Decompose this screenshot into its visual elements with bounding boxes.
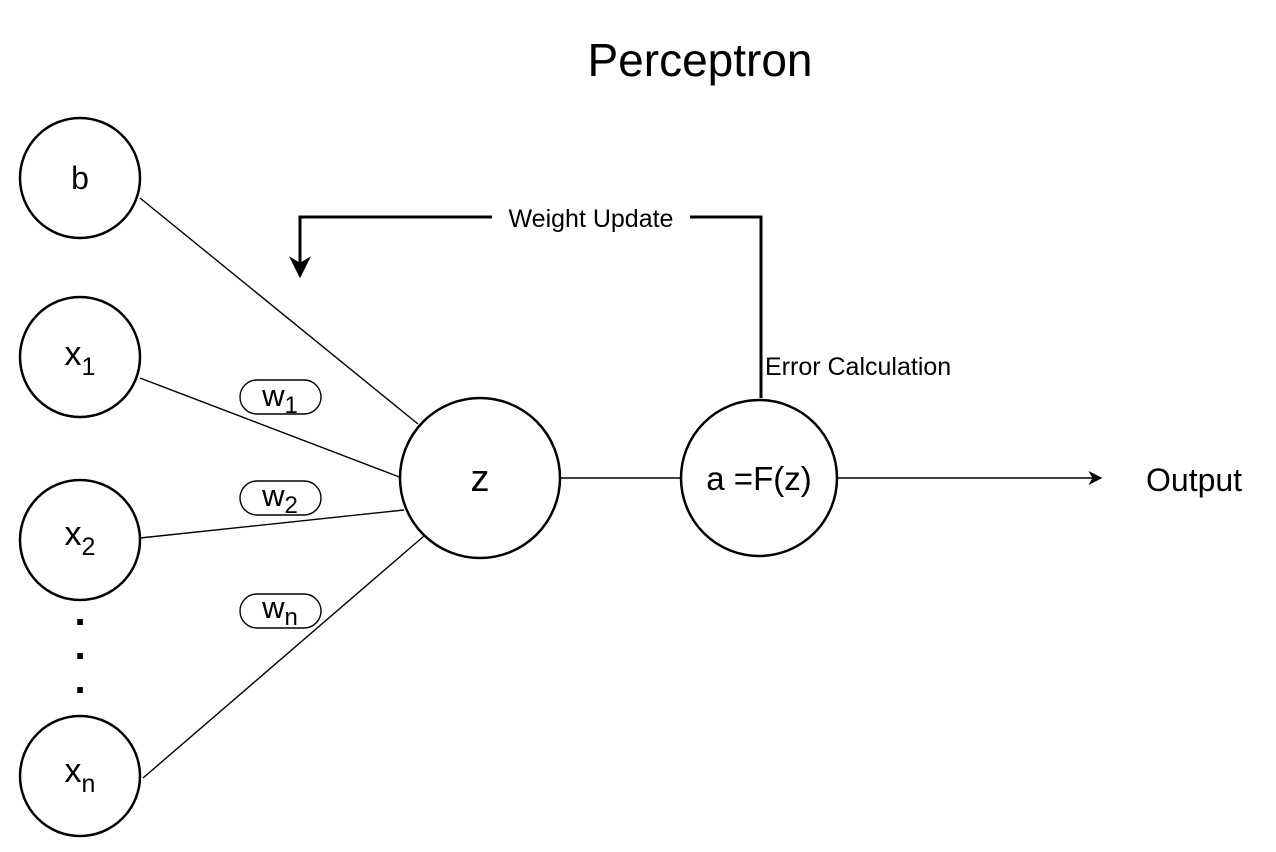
bias-label: b <box>71 160 89 196</box>
activation-node <box>679 398 839 558</box>
bias-node <box>18 116 142 240</box>
weight-pill-wn <box>239 593 322 629</box>
edge-b-to-z <box>139 197 419 425</box>
input-node-xn <box>18 714 142 838</box>
ellipsis-dot: . <box>74 658 85 702</box>
weight-update-label-bg <box>492 203 690 231</box>
input-label-x2: x2 <box>65 515 96 561</box>
activation-label: a =F(z) <box>706 460 811 497</box>
weight-update-arrow <box>289 215 763 398</box>
input-label-x1: x1 <box>65 335 96 381</box>
edge-x1-to-z <box>139 377 403 479</box>
weight-label-w2: w2 <box>261 478 298 519</box>
weight-label-w1: w1 <box>261 378 298 419</box>
ellipsis-dot: . <box>74 590 85 634</box>
weight-pill-w2 <box>239 480 322 516</box>
input-label-xn: xn <box>65 752 96 798</box>
error-calculation-label: Error Calculation <box>765 353 951 381</box>
weight-label-wn: wn <box>261 590 298 631</box>
diagram-title: Perceptron <box>587 34 812 86</box>
edge-x2-to-z <box>139 509 405 539</box>
input-node-x1 <box>18 295 142 419</box>
sum-label: z <box>471 458 490 500</box>
input-node-x2 <box>18 478 142 602</box>
ellipsis-dot: . <box>74 624 85 668</box>
output-label: Output <box>1146 462 1242 498</box>
weight-pill-w1 <box>239 379 322 415</box>
weight-update-label: Weight Update <box>509 205 674 233</box>
sum-node <box>398 396 562 560</box>
edge-xn-to-z <box>142 535 425 779</box>
